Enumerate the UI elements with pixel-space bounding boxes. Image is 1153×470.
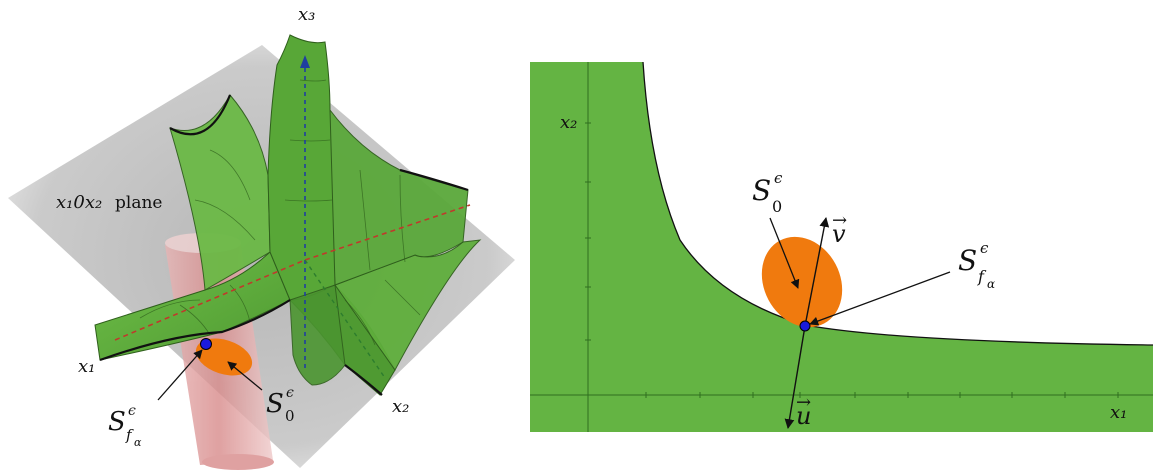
right-axis-x2-label: x₂ [560,112,577,133]
x1-axis-dashed [114,259,306,341]
right-contact-point [799,320,811,332]
left-panel: x₃ x₁ x₂ x₁0x₂ plane S ϵ f α S ϵ 0 [8,4,515,470]
axis-x2-label: x₂ [392,396,409,417]
right-sf-label: S ϵ f α [958,239,995,291]
svg-text:f: f [977,267,987,286]
svg-text:u: u [796,402,811,430]
axis-x3-label: x₃ [298,4,315,25]
right-s0-arrow [769,217,800,289]
svg-text:S: S [958,244,977,277]
svg-text:S: S [108,407,126,437]
svg-text:ϵ: ϵ [774,169,783,187]
svg-text:ϵ: ϵ [286,385,294,401]
svg-text:S: S [266,389,284,419]
right-ticks [585,122,1119,398]
svg-text:S: S [752,174,771,207]
axis-x1-label: x₁ [78,356,95,377]
hyperbola-curve [642,61,1153,346]
vector-v [804,217,830,327]
svg-text:ϵ: ϵ [128,403,136,419]
svg-text:α: α [134,436,142,449]
right-panel: x₂ x₁ v → u → S ϵ 0 S ϵ f α [530,61,1153,432]
vector-u [784,325,806,429]
svg-text:v: v [832,220,846,248]
vector-u-label: u → [796,392,811,430]
x3-axis-arrowhead [300,55,310,68]
s0-arrow [227,361,263,391]
left-sf-label: S ϵ f α [108,403,142,449]
svg-text:f: f [125,426,134,444]
plane-label-math: x₁0x₂ [56,192,102,213]
right-axis-x1-label: x₁ [1110,402,1127,423]
plane-label-word: plane [115,193,162,213]
right-s0-ellipse [761,236,843,328]
vector-v-label: v → [832,210,847,248]
sf-arrow [157,349,203,401]
svg-text:→: → [832,210,847,231]
green-surface [94,34,482,396]
svg-text:0: 0 [285,407,295,425]
right-s0-label: S ϵ 0 [752,169,783,216]
svg-text:α: α [987,277,995,291]
contact-point [200,338,212,350]
svg-text:0: 0 [772,197,782,216]
x2-axis-dashed [304,204,471,261]
svg-text:→: → [796,392,811,413]
svg-text:ϵ: ϵ [980,239,989,257]
right-sf-arrow [809,271,951,326]
left-s0-label: S ϵ 0 [266,385,295,425]
